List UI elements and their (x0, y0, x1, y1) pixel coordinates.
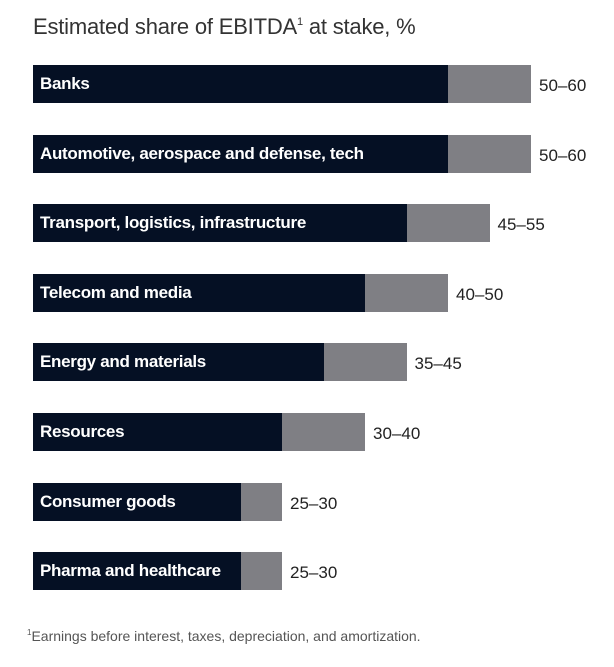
bar-low (33, 482, 241, 521)
value-label: 50–60 (539, 76, 587, 95)
bar-low (33, 413, 282, 451)
category-label: Automotive, aerospace and defense, tech (40, 143, 364, 163)
category-label: Telecom and media (40, 282, 192, 302)
bar-low (33, 552, 241, 591)
bar-range (365, 273, 448, 312)
category-label: Energy and materials (40, 352, 206, 372)
value-label: 45–55 (497, 215, 545, 235)
category-label: Pharma and healthcare (40, 561, 221, 581)
bar-low (33, 204, 407, 243)
bar-range (323, 343, 407, 382)
category-label: Banks (40, 74, 90, 93)
bar-range (240, 552, 282, 591)
bar-range (406, 204, 490, 243)
value-label: 50–60 (539, 145, 587, 165)
category-label: Consumer goods (40, 491, 176, 511)
category-label: Resources (40, 422, 125, 441)
bar-low (33, 273, 365, 312)
category-label: Transport, logistics, infrastructure (40, 213, 306, 233)
bar-range (448, 134, 531, 173)
bar-range (240, 482, 282, 521)
bar-low (33, 134, 448, 173)
bar-low (33, 343, 324, 382)
value-label: 30–40 (373, 424, 421, 443)
footnote: 1Earnings before interest, taxes, deprec… (27, 628, 421, 644)
value-label: 40–50 (456, 284, 504, 304)
bar-range (282, 413, 365, 451)
chart-title: Estimated share of EBITDA1 at stake, % (33, 14, 416, 39)
value-label: 25–30 (290, 493, 338, 513)
bar-range (448, 65, 531, 103)
bar-low (33, 65, 448, 103)
value-label: 25–30 (290, 563, 338, 583)
value-label: 35–45 (414, 354, 462, 374)
